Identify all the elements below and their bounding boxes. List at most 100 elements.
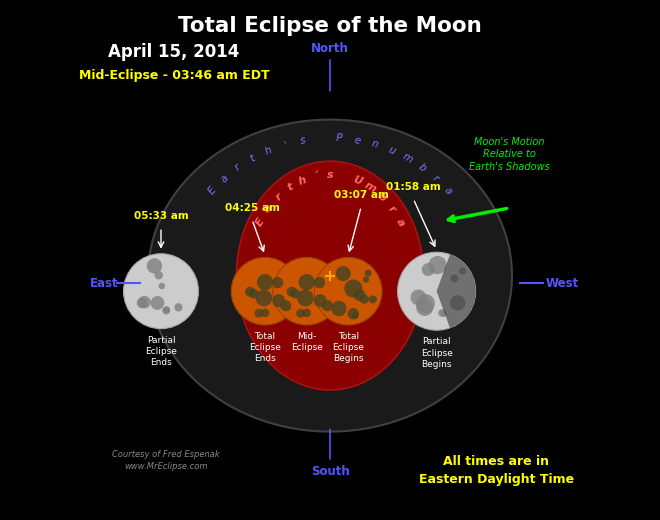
Circle shape <box>255 309 263 318</box>
Text: n: n <box>370 139 379 150</box>
Circle shape <box>297 290 314 306</box>
Circle shape <box>428 256 447 274</box>
Text: a: a <box>262 203 275 215</box>
Circle shape <box>280 300 291 311</box>
Text: Partial
Eclipse
Begins: Partial Eclipse Begins <box>420 337 453 369</box>
Text: U: U <box>351 174 363 187</box>
Circle shape <box>440 311 447 317</box>
Text: b: b <box>376 191 387 203</box>
Circle shape <box>296 309 305 318</box>
Text: Courtesy of Fred Espenak
www.MrEclipse.com: Courtesy of Fred Espenak www.MrEclipse.c… <box>112 450 220 471</box>
Text: e: e <box>353 135 361 146</box>
Circle shape <box>450 295 465 310</box>
Text: a: a <box>393 216 406 228</box>
Circle shape <box>298 274 315 290</box>
Text: r: r <box>386 203 397 214</box>
Circle shape <box>314 277 325 288</box>
Circle shape <box>123 254 199 329</box>
Ellipse shape <box>148 120 512 432</box>
Circle shape <box>158 283 165 289</box>
Text: E: E <box>207 186 218 197</box>
Text: Total
Eclipse
Ends: Total Eclipse Ends <box>249 332 281 363</box>
Circle shape <box>231 257 299 325</box>
Circle shape <box>150 296 164 310</box>
Text: s: s <box>327 170 333 180</box>
Text: a: a <box>442 186 453 197</box>
Text: Total
Eclipse
Begins: Total Eclipse Begins <box>332 332 364 363</box>
Ellipse shape <box>236 161 424 390</box>
Circle shape <box>331 301 346 316</box>
Circle shape <box>314 257 382 325</box>
Circle shape <box>363 277 369 283</box>
Text: P: P <box>335 134 343 144</box>
Text: r: r <box>430 174 441 184</box>
Circle shape <box>459 267 467 275</box>
Circle shape <box>347 308 359 319</box>
Text: s: s <box>300 135 307 146</box>
Circle shape <box>162 306 170 315</box>
Text: Moon's Motion
Relative to
Earth's Shadows: Moon's Motion Relative to Earth's Shadow… <box>469 137 550 172</box>
Circle shape <box>137 297 147 308</box>
Text: April 15, 2014: April 15, 2014 <box>108 43 240 61</box>
Circle shape <box>174 303 183 311</box>
Circle shape <box>438 309 446 317</box>
Text: t: t <box>285 182 295 193</box>
Text: Total Eclipse of the Moon: Total Eclipse of the Moon <box>178 16 482 35</box>
Circle shape <box>257 274 273 290</box>
Text: ´: ´ <box>313 171 320 182</box>
Text: r: r <box>273 191 284 203</box>
Text: 05:33 am: 05:33 am <box>133 211 188 221</box>
Text: h: h <box>263 145 274 157</box>
Text: m: m <box>362 180 378 195</box>
Circle shape <box>345 279 362 297</box>
Circle shape <box>451 275 459 282</box>
Circle shape <box>163 306 170 313</box>
Circle shape <box>245 287 255 297</box>
Text: h: h <box>298 175 308 187</box>
Circle shape <box>364 269 372 277</box>
Circle shape <box>272 294 285 307</box>
Circle shape <box>397 252 476 330</box>
Circle shape <box>352 313 358 319</box>
Text: Partial
Eclipse
Ends: Partial Eclipse Ends <box>145 336 177 367</box>
Circle shape <box>336 266 350 281</box>
Circle shape <box>369 295 377 304</box>
Circle shape <box>422 263 435 276</box>
Circle shape <box>354 290 366 301</box>
Circle shape <box>272 277 283 288</box>
Circle shape <box>290 289 300 298</box>
Text: All times are in
Eastern Daylight Time: All times are in Eastern Daylight Time <box>419 455 574 486</box>
Circle shape <box>302 309 311 317</box>
Circle shape <box>255 290 272 306</box>
Text: m: m <box>401 151 414 165</box>
Text: E: E <box>254 216 267 228</box>
Text: a: a <box>218 173 230 185</box>
Circle shape <box>411 290 426 305</box>
Text: Mid-Eclipse - 03:46 am EDT: Mid-Eclipse - 03:46 am EDT <box>79 69 269 82</box>
Circle shape <box>416 299 433 316</box>
Circle shape <box>286 287 296 297</box>
Text: South: South <box>311 465 349 478</box>
Text: East: East <box>90 277 118 290</box>
Text: 01:58 am: 01:58 am <box>386 183 441 192</box>
Text: Mid-
Eclipse: Mid- Eclipse <box>290 332 323 353</box>
Text: North: North <box>311 42 349 55</box>
Circle shape <box>261 309 269 317</box>
Text: West: West <box>546 277 579 290</box>
Text: 04:25 am: 04:25 am <box>224 203 279 213</box>
Text: b: b <box>416 162 428 174</box>
Circle shape <box>360 294 369 304</box>
Circle shape <box>249 289 259 298</box>
Text: ': ' <box>282 139 288 150</box>
Circle shape <box>322 300 333 311</box>
Text: u: u <box>386 145 397 157</box>
Circle shape <box>154 271 163 279</box>
Circle shape <box>314 294 327 307</box>
Circle shape <box>416 294 435 313</box>
Circle shape <box>147 258 162 274</box>
Circle shape <box>273 257 341 325</box>
Text: 03:07 am: 03:07 am <box>334 190 389 200</box>
Circle shape <box>138 296 150 308</box>
Text: r: r <box>233 162 243 173</box>
Wedge shape <box>437 255 476 328</box>
